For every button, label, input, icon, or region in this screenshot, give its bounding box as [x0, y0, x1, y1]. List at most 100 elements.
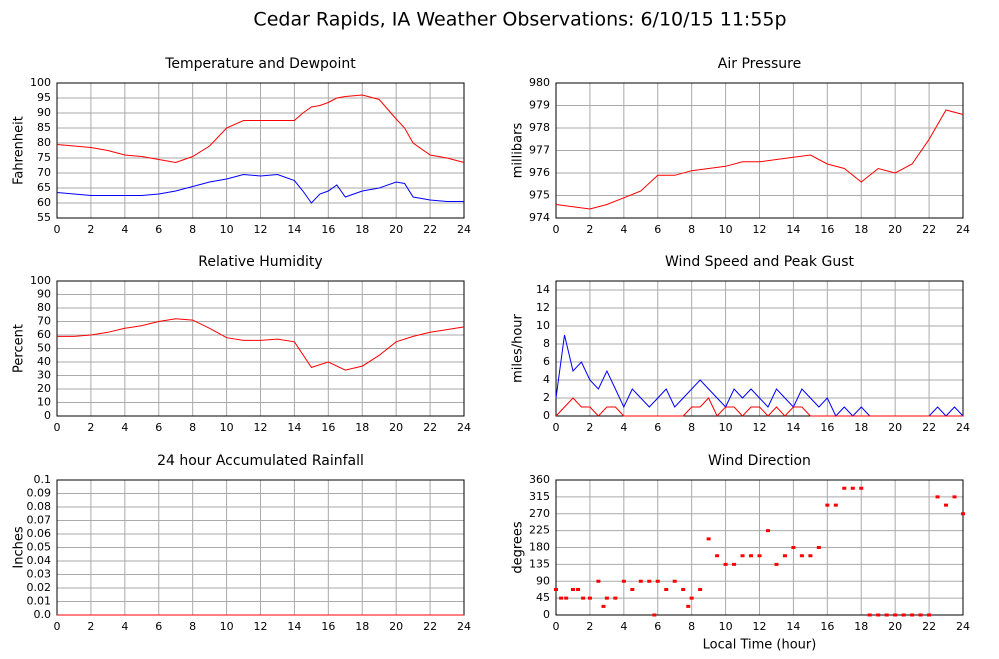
- y-axis-label: degrees: [511, 521, 526, 574]
- y-tick-label: 100: [30, 76, 51, 89]
- x-tick-label: 14: [786, 223, 800, 236]
- scatter-point: [816, 546, 821, 549]
- x-tick-label: 16: [820, 421, 834, 434]
- y-tick-label: 0.09: [27, 487, 52, 500]
- y-tick-label: 40: [37, 355, 51, 368]
- y-tick-label: 60: [37, 196, 51, 209]
- y-tick-label: 360: [529, 473, 550, 486]
- scatter-point: [723, 562, 728, 566]
- x-tick-label: 8: [688, 620, 695, 633]
- plot-frame: [555, 479, 964, 616]
- x-tick-label: 18: [355, 620, 369, 633]
- panel-title: Temperature and Dewpoint: [164, 56, 356, 72]
- x-tick-label: 18: [355, 421, 369, 434]
- y-tick-label: 10: [536, 319, 550, 332]
- y-tick-label: 30: [37, 369, 51, 382]
- x-tick-label: 6: [654, 223, 661, 236]
- x-tick-label: 24: [956, 620, 970, 633]
- x-tick-label: 4: [121, 421, 128, 434]
- scatter-point: [604, 596, 609, 600]
- x-tick-label: 10: [719, 421, 733, 434]
- x-tick-label: 18: [854, 223, 868, 236]
- page-title: Cedar Rapids, IA Weather Observations: 6…: [253, 9, 786, 31]
- scatter-point: [596, 579, 601, 583]
- y-tick-label: 135: [529, 557, 550, 570]
- y-tick-label: 315: [529, 490, 550, 503]
- y-tick-label: 4: [543, 373, 550, 386]
- x-tick-label: 14: [287, 223, 301, 236]
- scatter-point: [927, 613, 932, 617]
- y-tick-label: 979: [529, 99, 550, 112]
- scatter-point: [867, 613, 872, 617]
- x-tick-label: 2: [586, 620, 593, 633]
- y-tick-label: 14: [536, 283, 550, 296]
- x-tick-label: 10: [220, 223, 234, 236]
- scatter-point: [833, 503, 838, 507]
- x-tick-label: 2: [87, 620, 94, 633]
- x-tick-label: 20: [888, 421, 902, 434]
- x-tick-label: 22: [423, 223, 437, 236]
- x-tick-label: 10: [719, 620, 733, 633]
- x-tick-label: 24: [457, 620, 471, 633]
- x-tick-label: 4: [620, 620, 627, 633]
- scatter-point: [652, 613, 657, 617]
- x-tick-label: 12: [254, 620, 268, 633]
- scatter-point: [681, 588, 686, 591]
- x-tick-label: 6: [155, 620, 162, 633]
- x-tick-label: 4: [121, 620, 128, 633]
- y-tick-label: 978: [529, 121, 550, 134]
- x-tick-label: 24: [956, 421, 970, 434]
- scatter-point: [825, 503, 830, 507]
- y-tick-label: 65: [37, 181, 51, 194]
- x-tick-label: 0: [54, 620, 61, 633]
- scatter-point: [706, 537, 711, 541]
- scatter-point: [686, 604, 691, 608]
- x-tick-label: 6: [155, 421, 162, 434]
- y-tick-label: 10: [37, 396, 51, 409]
- scatter-point: [749, 554, 754, 558]
- y-tick-label: 90: [536, 574, 550, 587]
- y-tick-label: 0: [543, 608, 550, 621]
- x-tick-label: 16: [321, 620, 335, 633]
- x-tick-label: 18: [854, 421, 868, 434]
- y-tick-label: 974: [529, 211, 550, 224]
- y-tick-label: 977: [529, 144, 550, 157]
- y-tick-label: 80: [37, 301, 51, 314]
- scatter-point: [765, 529, 770, 533]
- y-tick-label: 95: [37, 91, 51, 104]
- x-tick-label: 22: [922, 620, 936, 633]
- scatter-point: [944, 503, 949, 507]
- y-tick-label: 8: [543, 337, 550, 350]
- scatter-point: [808, 554, 813, 558]
- scatter-point: [554, 588, 558, 591]
- y-tick-label: 180: [529, 541, 550, 554]
- x-tick-label: 14: [786, 620, 800, 633]
- y-axis-label: millibars: [511, 123, 526, 179]
- y-tick-label: 20: [37, 382, 51, 395]
- y-axis-label: Percent: [12, 324, 27, 373]
- x-tick-label: 16: [321, 223, 335, 236]
- scatter-point: [961, 512, 965, 516]
- y-tick-label: 0.04: [27, 554, 52, 567]
- x-tick-label: 20: [888, 223, 902, 236]
- y-tick-label: 70: [37, 166, 51, 179]
- scatter-point: [559, 596, 564, 600]
- x-tick-label: 2: [87, 223, 94, 236]
- y-tick-label: 225: [529, 524, 550, 537]
- scatter-point: [893, 613, 898, 617]
- scatter-point: [952, 495, 957, 499]
- x-tick-label: 20: [389, 620, 403, 633]
- scatter-point: [576, 588, 581, 591]
- x-tick-label: 4: [620, 421, 627, 434]
- scatter-point: [587, 596, 592, 600]
- x-tick-label: 6: [155, 223, 162, 236]
- y-tick-label: 2: [543, 391, 550, 404]
- scatter-point: [647, 579, 652, 583]
- panel-title: Wind Speed and Peak Gust: [665, 254, 854, 270]
- x-tick-label: 12: [254, 223, 268, 236]
- x-tick-label: 8: [189, 223, 196, 236]
- x-tick-label: 10: [220, 421, 234, 434]
- scatter-point: [884, 613, 889, 617]
- x-tick-label: 22: [922, 223, 936, 236]
